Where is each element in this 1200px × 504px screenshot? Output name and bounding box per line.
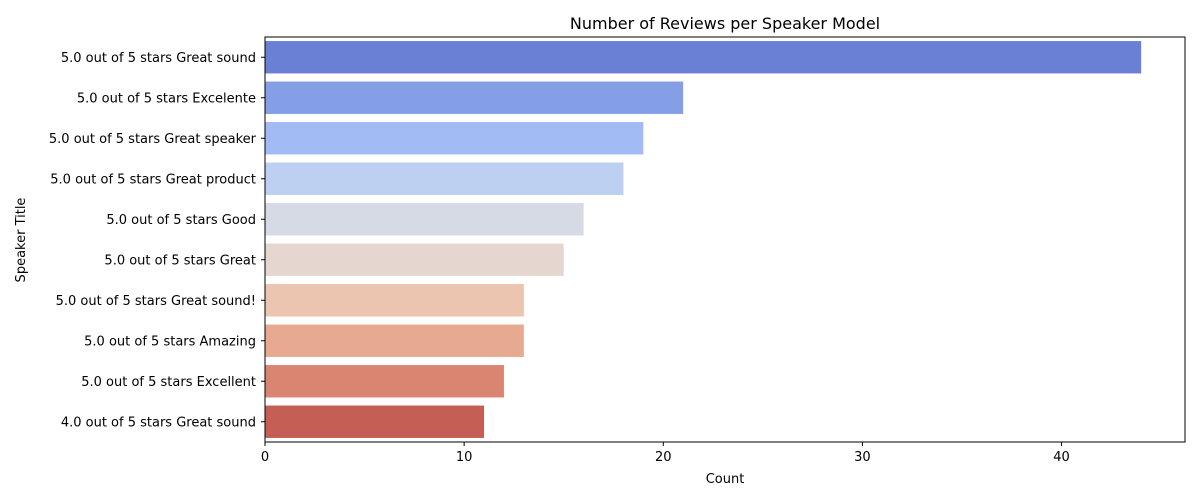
bar (265, 284, 524, 316)
x-axis-label: Count (706, 472, 745, 487)
bar (265, 163, 623, 195)
y-tick-label: 5.0 out of 5 stars Great product (50, 172, 256, 187)
bar (265, 406, 484, 438)
x-tick-label: 20 (655, 450, 672, 465)
y-tick-label: 5.0 out of 5 stars Good (106, 213, 256, 228)
bar (265, 203, 584, 235)
bar (265, 244, 564, 276)
y-tick-label: 5.0 out of 5 stars Excelente (77, 91, 256, 106)
x-tick-label: 0 (261, 450, 269, 465)
y-tick-label: 5.0 out of 5 stars Great speaker (49, 132, 257, 147)
y-tick-label: 5.0 out of 5 stars Great sound! (56, 294, 256, 309)
bar (265, 325, 524, 357)
bar (265, 41, 1141, 73)
bar (265, 82, 683, 114)
y-tick-label: 5.0 out of 5 stars Amazing (84, 334, 256, 349)
bars-group (265, 41, 1141, 438)
y-tick-label: 5.0 out of 5 stars Great (104, 253, 256, 268)
y-axis-ticks: 5.0 out of 5 stars Great sound 5.0 out of… (49, 51, 265, 431)
bar (265, 122, 643, 154)
chart-title: Number of Reviews per Speaker Model (570, 14, 880, 33)
y-tick-label: 5.0 out of 5 stars Excellent (81, 375, 256, 390)
x-tick-label: 30 (854, 450, 871, 465)
x-axis-ticks: 0 10 20 30 40 (261, 442, 1070, 465)
x-tick-label: 40 (1053, 450, 1070, 465)
y-tick-label: 5.0 out of 5 stars Great sound (61, 51, 256, 66)
y-tick-label: 4.0 out of 5 stars Great sound (61, 415, 256, 430)
bar (265, 365, 504, 397)
y-axis-label: Speaker Title (14, 198, 29, 283)
x-tick-label: 10 (456, 450, 473, 465)
